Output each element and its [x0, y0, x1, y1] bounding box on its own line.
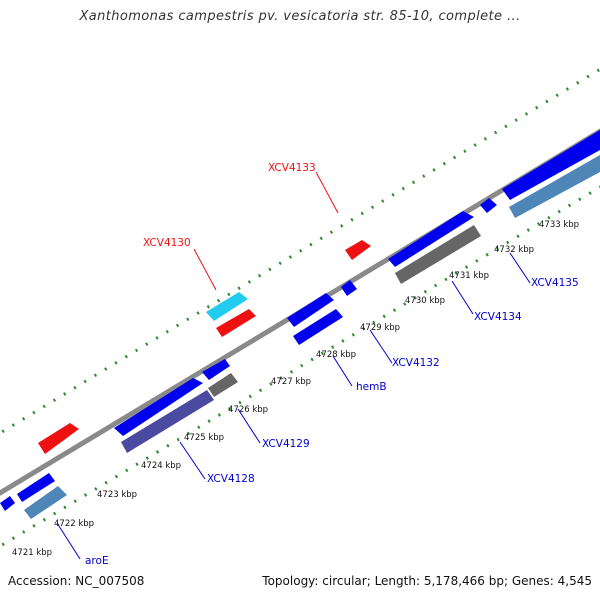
map-title: Xanthomonas campestris pv. vesicatoria s…: [79, 9, 521, 24]
genes-label: Genes:: [511, 574, 554, 588]
callout-line-xcv4128: [179, 441, 206, 480]
kbp-tick-label: 4732 kbp: [494, 245, 534, 255]
gene-label-xcv4130[interactable]: XCV4130: [143, 237, 191, 249]
kbp-tick-label: 4721 kbp: [12, 548, 52, 558]
forward-strand-genes: [0, 130, 600, 511]
topology-value: circular;: [322, 574, 371, 588]
gene-label-xcv4133[interactable]: XCV4133: [268, 162, 316, 174]
gene-blue-arrow: [114, 378, 203, 436]
gene-label-xcv4135[interactable]: XCV4135: [531, 277, 579, 289]
callout-line-xcv4133: [315, 171, 339, 214]
gene-blue-arrow: [388, 211, 474, 267]
kbp-tick-label: 4731 kbp: [449, 271, 489, 281]
kbp-tick-label: 4733 kbp: [539, 220, 579, 230]
callout-line-xcv4130: [193, 248, 217, 291]
accession-value: NC_007508: [75, 574, 145, 588]
gene-blue-arrow: [341, 280, 357, 296]
kbp-tick-label: 4730 kbp: [405, 296, 445, 306]
gene-red-arrow: [345, 240, 371, 260]
kbp-tick-labels: 4721 kbp 4722 kbp 4723 kbp 4724 kbp 4725 kbp…: [12, 220, 579, 558]
callout-line-xcv4129: [237, 408, 261, 444]
gene-blue-arrow: [480, 198, 497, 213]
gene-gray-arrow: [395, 225, 481, 284]
gene-gray-arrow: [208, 373, 238, 397]
kbp-tick-label: 4727 kbp: [271, 377, 311, 387]
gene-blue-arrow: [502, 130, 600, 200]
gene-navy-arrow: [121, 390, 214, 453]
kbp-tick-label: 4729 kbp: [360, 323, 400, 333]
genome-stats: Topology: circular; Length: 5,178,466 bp…: [262, 574, 592, 588]
length-label: Length:: [374, 574, 421, 588]
callout-line-xcv4134: [451, 280, 474, 315]
kbp-tick-label: 4726 kbp: [228, 405, 268, 415]
gene-label-xcv4128[interactable]: XCV4128: [207, 473, 255, 485]
gene-label-xcv4134[interactable]: XCV4134: [474, 311, 522, 323]
gene-label-hemB[interactable]: hemB: [356, 381, 387, 393]
topology-label: Topology:: [262, 574, 319, 588]
kbp-tick-label: 4723 kbp: [97, 490, 137, 500]
genes-value: 4,545: [557, 574, 592, 588]
callout-line-hemB: [332, 355, 353, 387]
gene-steel-arrow: [24, 486, 67, 519]
kbp-tick-label: 4725 kbp: [184, 433, 224, 443]
gene-blue-arrow: [202, 359, 230, 380]
callout-line-xcv4132: [369, 329, 393, 364]
gene-red-arrow: [216, 309, 256, 337]
kbp-tick-label: 4722 kbp: [54, 519, 94, 529]
gene-red-arrow: [38, 423, 79, 454]
callout-line-xcv4135: [509, 252, 531, 284]
kbp-tick-label: 4728 kbp: [316, 350, 356, 360]
gene-cyan-arrow: [206, 292, 248, 321]
kbp-tick-label: 4724 kbp: [141, 461, 181, 471]
gene-blue-arrow: [17, 473, 55, 502]
gene-label-xcv4132[interactable]: XCV4132: [392, 357, 440, 369]
callout-lines: [56, 171, 531, 560]
gene-label-xcv4129[interactable]: XCV4129: [262, 438, 310, 450]
accession-label: Accession:: [8, 574, 72, 588]
accession-info: Accession: NC_007508: [8, 574, 144, 588]
gene-blue-arrow: [287, 293, 334, 327]
length-value: 5,178,466 bp;: [423, 574, 509, 588]
gene-label-aroE[interactable]: aroE: [85, 555, 109, 567]
gene-blue-arrow: [0, 496, 15, 511]
reverse-strand-genes: [24, 155, 600, 519]
callout-line-aroE: [56, 522, 81, 560]
gene-labels: aroE XCV4128 XCV4129 hemB XCV4132 XCV4134 XCV4…: [85, 162, 579, 567]
inner-tick-track: [0, 185, 600, 548]
gene-steel-arrow: [509, 155, 600, 218]
outer-tick-track: [0, 67, 600, 435]
gene-blue-arrow: [293, 309, 343, 345]
